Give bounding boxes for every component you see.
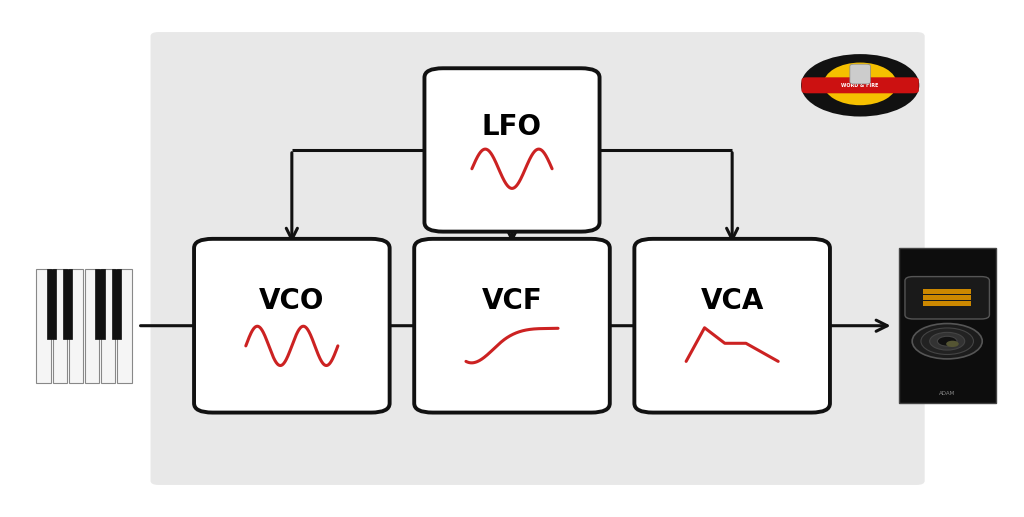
- Circle shape: [912, 324, 982, 359]
- Bar: [85, 269, 99, 383]
- Bar: [101, 269, 116, 383]
- FancyBboxPatch shape: [634, 239, 829, 413]
- Bar: [112, 269, 121, 339]
- FancyBboxPatch shape: [850, 64, 870, 84]
- FancyBboxPatch shape: [194, 239, 389, 413]
- Circle shape: [921, 328, 974, 355]
- Bar: [924, 301, 971, 306]
- Text: VCA: VCA: [700, 287, 764, 315]
- FancyBboxPatch shape: [414, 239, 609, 413]
- FancyBboxPatch shape: [905, 277, 989, 319]
- Text: WORD & FIRE: WORD & FIRE: [842, 83, 879, 88]
- Bar: [924, 289, 971, 294]
- Text: LFO: LFO: [482, 113, 542, 141]
- Text: VCF: VCF: [481, 287, 543, 315]
- Bar: [95, 269, 104, 339]
- Bar: [924, 295, 971, 300]
- Circle shape: [937, 336, 957, 346]
- FancyBboxPatch shape: [151, 32, 925, 485]
- Bar: [37, 269, 50, 383]
- Text: ADAM: ADAM: [939, 390, 955, 396]
- Text: VCO: VCO: [259, 287, 325, 315]
- Ellipse shape: [823, 63, 897, 105]
- Bar: [52, 269, 67, 383]
- FancyBboxPatch shape: [424, 68, 600, 232]
- FancyBboxPatch shape: [802, 78, 919, 93]
- Bar: [69, 269, 83, 383]
- Bar: [118, 269, 131, 383]
- Bar: [63, 269, 73, 339]
- FancyBboxPatch shape: [899, 248, 995, 403]
- Circle shape: [946, 341, 958, 347]
- Circle shape: [930, 332, 965, 350]
- Circle shape: [804, 57, 916, 114]
- Bar: [47, 269, 56, 339]
